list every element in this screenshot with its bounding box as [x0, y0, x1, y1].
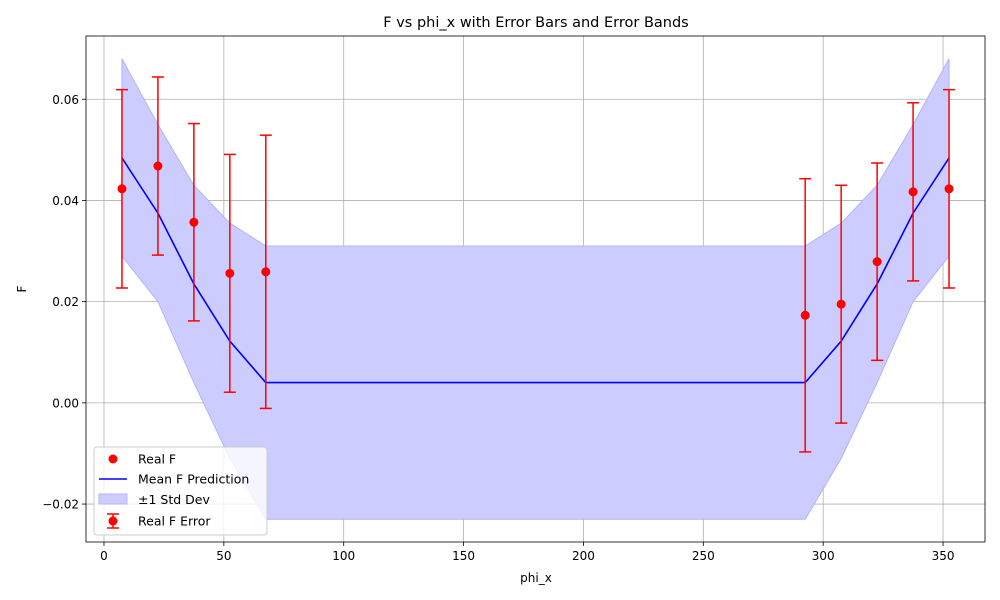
- real-f-point: [117, 184, 127, 194]
- mean-prediction-line: [121, 157, 950, 384]
- x-tick-label: 0: [100, 549, 108, 563]
- legend-label-real-f-error: Real F Error: [138, 514, 211, 529]
- y-tick-layer: −0.02 0.00 0.02 0.04 0.06: [42, 93, 86, 512]
- x-tick-label: 300: [812, 549, 835, 563]
- x-tick-label: 250: [692, 549, 715, 563]
- y-tick-label: 0.00: [52, 396, 79, 410]
- y-axis-label: F: [15, 285, 29, 292]
- legend-marker-std-band: [98, 493, 128, 505]
- y-tick-label: 0.02: [52, 295, 79, 309]
- x-tick-label: 200: [572, 549, 595, 563]
- x-tick-label: 50: [216, 549, 231, 563]
- x-tick-label: 100: [332, 549, 355, 563]
- legend-marker-errorbar-dot: [108, 516, 118, 526]
- x-axis-label: phi_x: [520, 571, 552, 585]
- point-layer: [117, 161, 954, 320]
- real-f-point: [261, 267, 271, 277]
- real-f-point: [189, 217, 199, 227]
- legend-label-real-f: Real F: [138, 452, 176, 467]
- y-tick-label: 0.04: [52, 194, 79, 208]
- x-tick-label: 350: [932, 549, 955, 563]
- chart-title: F vs phi_x with Error Bars and Error Ban…: [383, 15, 688, 31]
- legend: Real F Mean F Prediction ±1 Std Dev Real…: [93, 446, 268, 536]
- real-f-point: [800, 310, 810, 320]
- real-f-point: [872, 257, 882, 267]
- legend-label-mean-prediction: Mean F Prediction: [138, 472, 249, 487]
- y-tick-label: −0.02: [42, 498, 79, 512]
- real-f-point: [225, 268, 235, 278]
- legend-frame: [93, 446, 268, 536]
- x-tick-layer: 0 50 100 150 200 250 300 350: [100, 542, 954, 563]
- x-tick-label: 150: [452, 549, 475, 563]
- real-f-point: [908, 187, 918, 197]
- real-f-point: [153, 161, 163, 171]
- mean-line-layer: [121, 157, 950, 384]
- plot-frame: [85, 35, 986, 543]
- y-tick-label: 0.06: [52, 93, 79, 107]
- legend-label-std-dev: ±1 Std Dev: [138, 492, 210, 507]
- real-f-point: [836, 299, 846, 309]
- real-f-point: [944, 184, 954, 194]
- legend-marker-real-f: [108, 454, 118, 464]
